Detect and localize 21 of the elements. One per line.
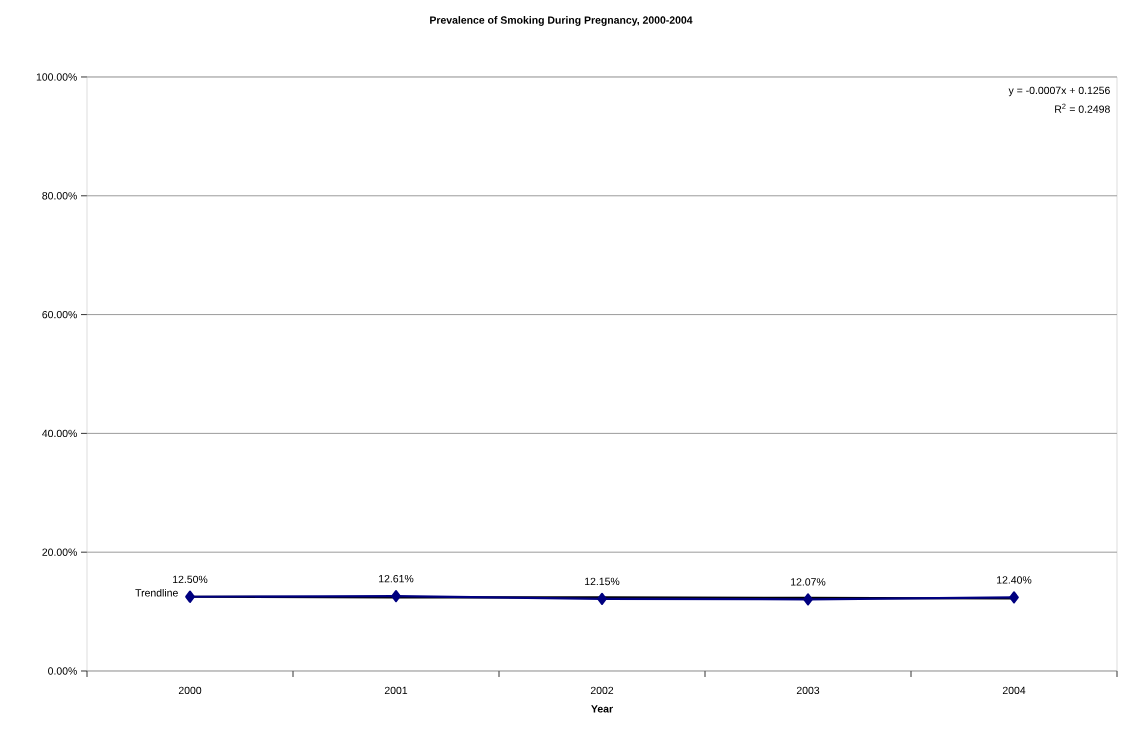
y-tick-label: 40.00% <box>42 429 77 438</box>
y-tick-label: 20.00% <box>42 548 77 556</box>
annotation: R$^{2}$ = 0.2498 <box>1055 103 1110 113</box>
x-tick-label: 2000 <box>178 686 202 695</box>
y-tick-label: 0.00% <box>48 667 77 675</box>
data-label: 12.15% <box>585 577 620 586</box>
data-label: 12.07% <box>791 578 826 586</box>
series-label: Trendline <box>135 588 178 597</box>
chart-title: Prevalence of Smoking During Pregnancy, 2000-2004 <box>430 16 693 26</box>
y-tick-label: 60.00% <box>42 310 77 319</box>
x-tick-label: 2002 <box>590 686 614 695</box>
x-tick-label: 2001 <box>384 686 408 695</box>
data-label: 12.50% <box>173 575 208 584</box>
y-tick-label: 80.00% <box>42 192 77 200</box>
data-label: 12.61% <box>379 575 414 583</box>
x-axis-title: Year <box>591 705 613 713</box>
data-label: 12.40% <box>997 576 1032 584</box>
y-tick-label: 100.00% <box>36 73 77 81</box>
x-tick-label: 2003 <box>796 686 820 695</box>
annotation: y = -0.0007x + 0.1256 <box>1008 86 1110 97</box>
x-tick-label: 2004 <box>1002 686 1026 695</box>
